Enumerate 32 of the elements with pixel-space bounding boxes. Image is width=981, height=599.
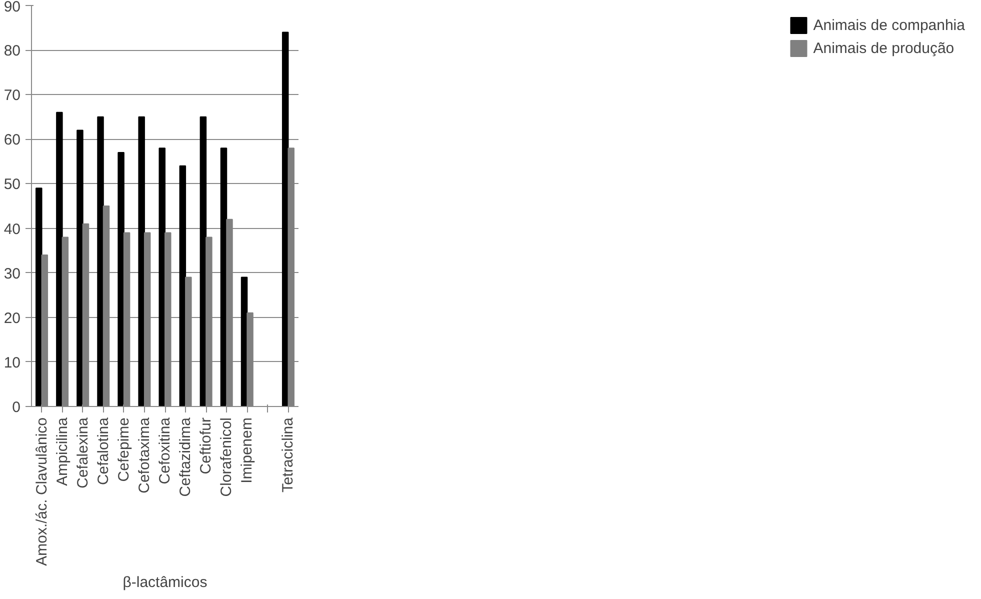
x-tick-label: Ampicilina <box>54 416 71 486</box>
y-tick-label: 30 <box>4 265 21 282</box>
bar <box>36 188 42 406</box>
bar <box>56 112 63 406</box>
bar <box>118 152 124 406</box>
bar <box>158 148 166 406</box>
x-tick-label: Cefalexina <box>74 416 92 488</box>
x-tick-label: Amox./ác. Clavulânico <box>33 417 50 566</box>
x-tick-label: Cefotaxima <box>136 416 153 494</box>
y-tick-label: 20 <box>4 310 21 327</box>
bar <box>97 116 104 406</box>
x-tick-label: Ceftiofur <box>198 417 215 474</box>
y-tick-label: 80 <box>4 42 21 60</box>
y-tick-label: 10 <box>4 354 21 372</box>
y-tick-label: 90 <box>4 0 21 16</box>
legend-label: Animais de produção <box>813 40 954 56</box>
y-tick-label: 60 <box>4 132 21 149</box>
bar <box>76 130 84 406</box>
x-tick-label: Ceftazidima <box>177 416 194 497</box>
y-tick-label: 70 <box>4 87 21 104</box>
legend-label: Animais de companhia <box>813 16 965 34</box>
x-tick-label: Imipenem <box>238 418 256 484</box>
y-tick-label: 50 <box>4 176 21 194</box>
y-tick-label: 40 <box>4 220 21 238</box>
y-tick-label: 0 <box>12 399 20 416</box>
x-tick-label: Tetraciclina <box>280 416 297 493</box>
bar <box>138 116 145 406</box>
x-tick-label: Clorafenicol <box>218 417 236 497</box>
x-tick-label: Cefepime <box>115 417 132 482</box>
x-tick-label: Cefoxitina <box>156 416 174 484</box>
x-axis-title: β-lactâmicos <box>122 574 208 591</box>
x-tick-label: Cefalotina <box>94 416 112 486</box>
